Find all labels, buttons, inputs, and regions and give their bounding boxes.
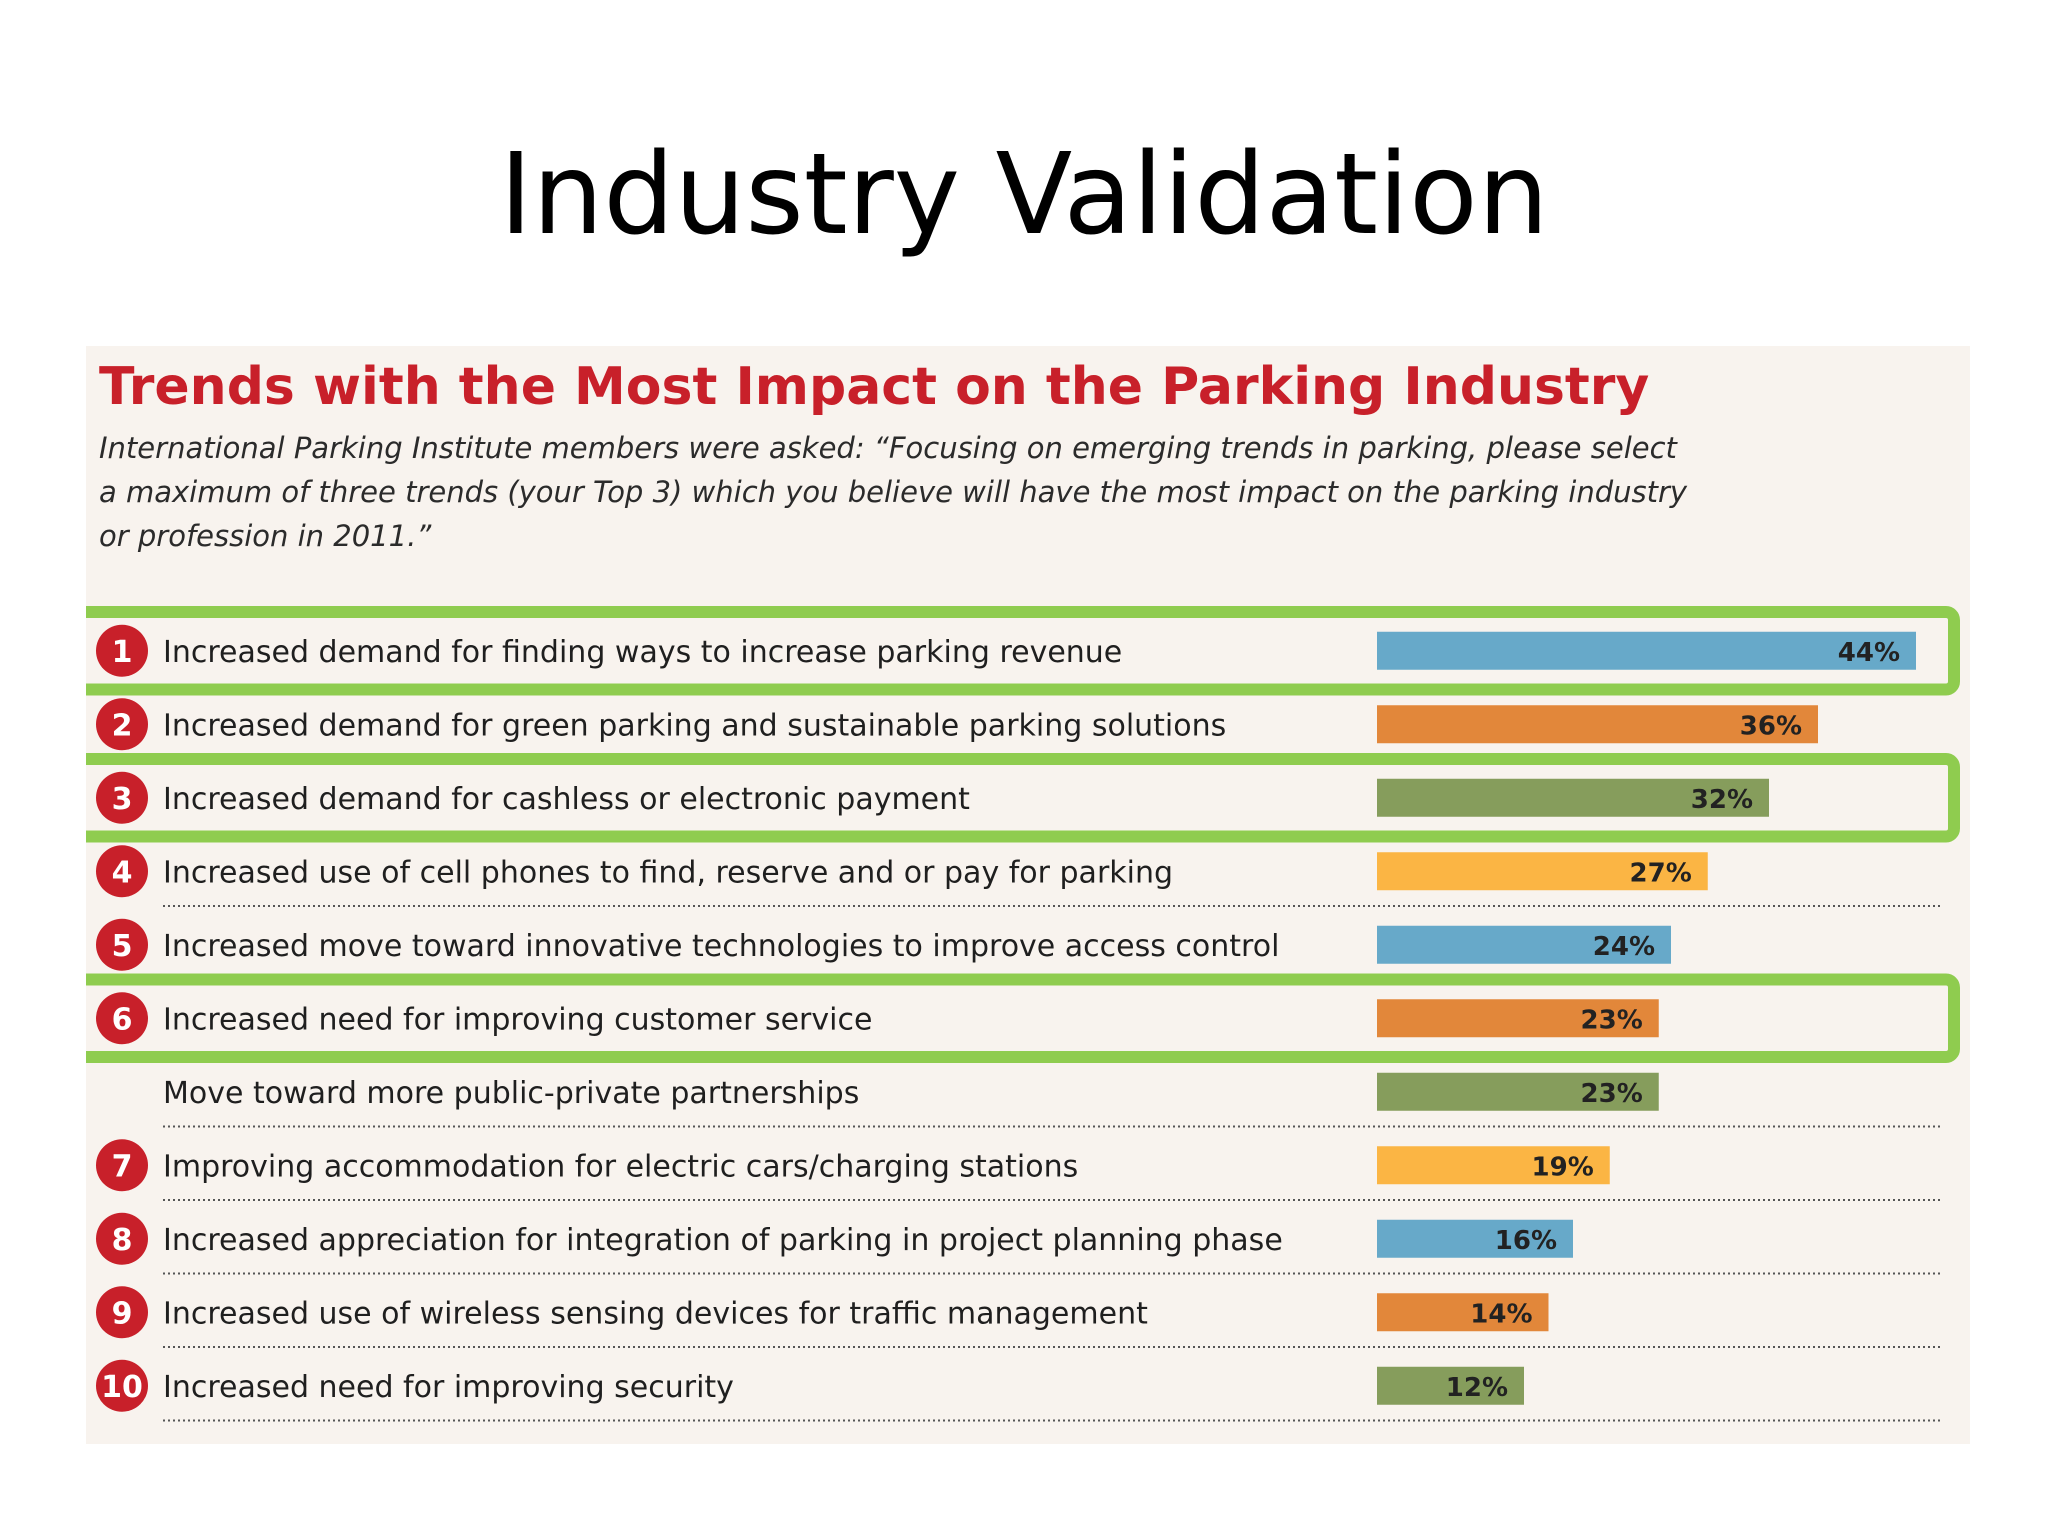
bar [1377,778,1769,817]
bar-value-label: 36% [1740,711,1802,741]
rank-badge-number: 4 [112,855,133,890]
trend-label: Move toward more public-private partners… [163,1076,859,1111]
bar-value-label: 16% [1495,1226,1557,1256]
rank-badge [96,1359,148,1412]
rank-badge-number: 3 [112,782,133,817]
rank-badge [96,1286,148,1339]
trend-label: Increased demand for green parking and s… [163,708,1226,743]
bar-value-label: 14% [1470,1299,1532,1329]
rank-badge-number: 1 [112,635,133,670]
bar [1377,705,1818,744]
trend-label: Increased move toward innovative technol… [163,929,1279,964]
bar-value-label: 23% [1581,1079,1643,1109]
rank-badge [96,771,148,824]
trend-label: Increased demand for finding ways to inc… [163,635,1122,670]
trend-label: Increased use of cell phones to find, re… [163,855,1173,890]
rank-badge-number: 7 [112,1149,133,1184]
bar [1377,1219,1573,1258]
highlight-box [86,973,1960,1063]
trend-label: Increased use of wireless sensing device… [163,1296,1148,1331]
trend-label: Improving accommodation for electric car… [163,1149,1078,1184]
rank-badge [96,918,148,971]
rank-badge-number: 8 [112,1223,133,1258]
highlight-box [86,753,1960,843]
chart-subtitle: International Parking Institute members … [99,431,1688,553]
rank-badge [96,1139,148,1192]
bar [1377,631,1916,670]
bar-value-label: 27% [1630,858,1692,888]
bar [1377,1293,1549,1332]
rank-badge [96,698,148,751]
rank-badge [96,992,148,1045]
chart-panel: Trends with the Most Impact on the Parki… [86,346,1970,1444]
bar-value-label: 24% [1593,932,1655,962]
bar [1377,999,1659,1038]
rank-badge-number: 10 [101,1370,143,1405]
bar [1377,1146,1610,1185]
rank-badge-number: 6 [112,1002,133,1037]
bar-value-label: 32% [1691,785,1753,815]
bar [1377,1072,1659,1111]
bar-value-label: 19% [1532,1152,1594,1182]
slide-title: Industry Validation [499,130,1549,260]
bar-chart: 1 Increased demand for finding ways to in… [86,606,1960,1422]
trend-label: Increased need for improving customer se… [163,1002,872,1037]
rank-badge [96,624,148,677]
bar [1377,1366,1524,1405]
highlight-box [86,606,1960,696]
bar-value-label: 44% [1838,638,1900,668]
rank-badge-number: 9 [112,1296,133,1331]
trend-label: Increased demand for cashless or electro… [163,782,970,817]
trend-label: Increased appreciation for integration o… [163,1223,1283,1258]
bar-value-label: 23% [1581,1005,1643,1035]
rank-badge [96,845,148,898]
bar-value-label: 12% [1446,1373,1508,1403]
chart-title: Trends with the Most Impact on the Parki… [99,357,1650,417]
rank-badge-number: 2 [112,708,133,743]
bar [1377,925,1671,964]
bar [1377,852,1708,891]
trend-label: Increased need for improving security [163,1370,734,1405]
rank-badge-number: 5 [112,929,133,964]
rank-badge [96,1212,148,1265]
